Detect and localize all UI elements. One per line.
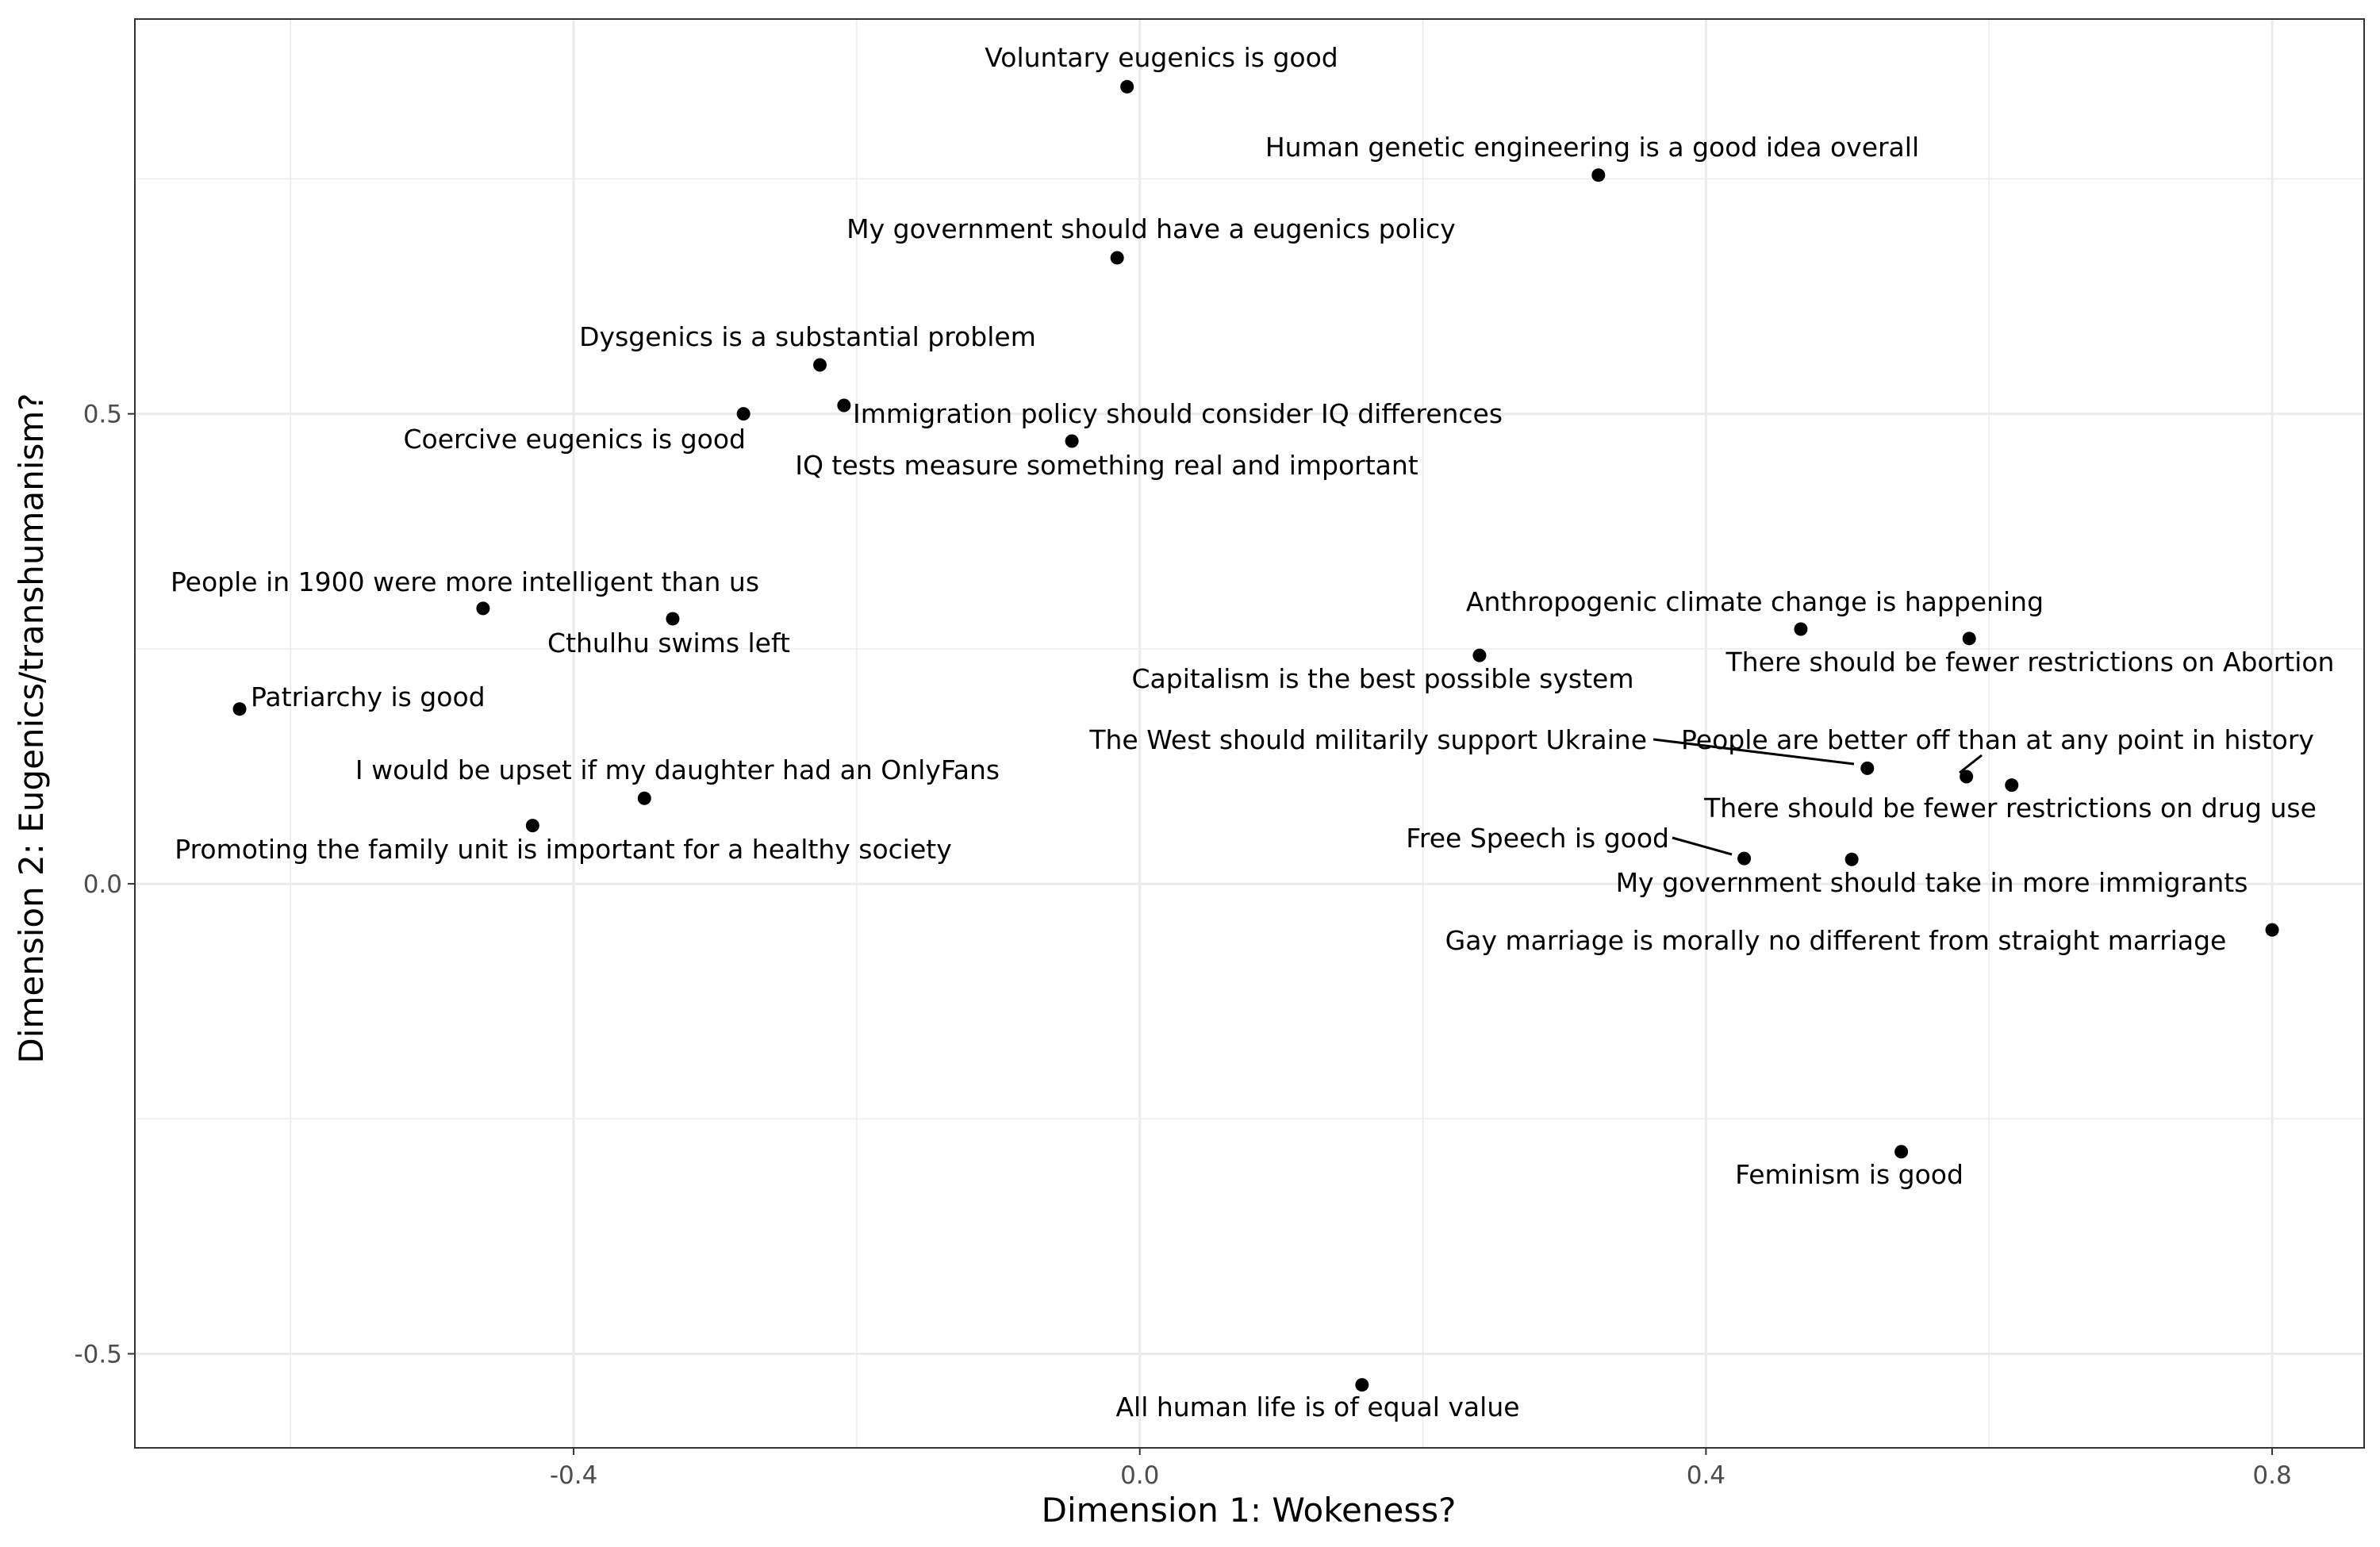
point-label: There should be fewer restrictions on Ab… <box>1726 647 2335 678</box>
y-tick-label: 0.0 <box>83 870 122 899</box>
y-axis-title: Dimension 2: Eugenics/transhumanism? <box>12 393 51 1063</box>
x-tick-label: -0.4 <box>550 1461 598 1490</box>
data-point <box>813 358 827 372</box>
data-point <box>232 702 247 716</box>
point-label: People are better off than at any point … <box>1681 724 2314 755</box>
axis-tick-labels: -0.4 0.0 0.4 0.8 -0.5 0.0 0.5 <box>75 401 2292 1490</box>
plot-panel-border <box>134 18 2365 1449</box>
data-point <box>1737 851 1752 866</box>
point-label: People in 1900 were more intelligent tha… <box>171 566 759 597</box>
point-label: My government should have a eugenics pol… <box>846 213 1456 244</box>
data-point <box>2265 923 2279 937</box>
minor-gridlines <box>135 19 2364 1448</box>
point-label: Human genetic engineering is a good idea… <box>1265 132 1919 163</box>
point-label: Capitalism is the best possible system <box>1132 663 1634 694</box>
point-label: Cthulhu swims left <box>547 628 790 658</box>
data-point <box>476 601 490 616</box>
data-point <box>837 398 851 413</box>
x-tick-label: 0.4 <box>1687 1461 1726 1490</box>
data-point <box>2005 778 2019 793</box>
data-point <box>1962 631 1976 646</box>
point-label: Patriarchy is good <box>251 681 486 712</box>
data-point <box>666 612 680 626</box>
axis-ticks <box>128 413 2274 1455</box>
point-label: All human life is of equal value <box>1115 1392 1519 1422</box>
point-label: Free Speech is good <box>1406 823 1669 854</box>
point-label: Dysgenics is a substantial problem <box>579 321 1036 352</box>
point-label: I would be upset if my daughter had an O… <box>355 754 1000 785</box>
data-point <box>1844 852 1859 866</box>
point-label: Coercive eugenics is good <box>403 424 746 455</box>
point-label: Feminism is good <box>1735 1159 1964 1190</box>
leader-line <box>1653 738 1855 766</box>
point-label: Immigration policy should consider IQ di… <box>853 398 1503 429</box>
data-point <box>1110 251 1124 265</box>
data-point <box>1894 1145 1909 1159</box>
point-label: Gay marriage is morally no different fro… <box>1445 925 2227 956</box>
data-point <box>1120 79 1134 94</box>
data-point <box>1960 770 1974 784</box>
data-point <box>1355 1378 1369 1392</box>
x-tick-label: 0.8 <box>2252 1461 2291 1490</box>
leader-line <box>1672 836 1733 856</box>
data-point <box>637 791 651 805</box>
point-label: The West should militarily support Ukrai… <box>1088 724 1647 755</box>
data-point <box>1065 434 1079 448</box>
data-point <box>736 407 750 421</box>
data-point <box>1794 622 1808 636</box>
y-tick-label: -0.5 <box>75 1341 123 1369</box>
point-label: IQ tests measure something real and impo… <box>795 450 1418 481</box>
data-point <box>525 819 539 833</box>
point-label: My government should take in more immigr… <box>1616 867 2248 898</box>
point-label: Anthropogenic climate change is happenin… <box>1466 586 2044 617</box>
point-label: Voluntary eugenics is good <box>985 42 1338 73</box>
y-tick-label: 0.5 <box>83 401 122 429</box>
label-leader-lines <box>1653 738 1983 856</box>
major-gridlines <box>135 19 2364 1448</box>
x-axis-title: Dimension 1: Wokeness? <box>1042 1491 1457 1530</box>
point-labels: Voluntary eugenics is good Human genetic … <box>171 42 2335 1422</box>
data-point <box>1591 168 1606 182</box>
data-point <box>1472 648 1487 662</box>
data-points <box>232 79 2279 1392</box>
leader-line <box>1959 754 1983 774</box>
data-point <box>1860 761 1875 775</box>
point-label: There should be fewer restrictions on dr… <box>1703 793 2317 823</box>
point-label: Promoting the family unit is important f… <box>175 834 951 865</box>
x-tick-label: 0.0 <box>1120 1461 1159 1490</box>
